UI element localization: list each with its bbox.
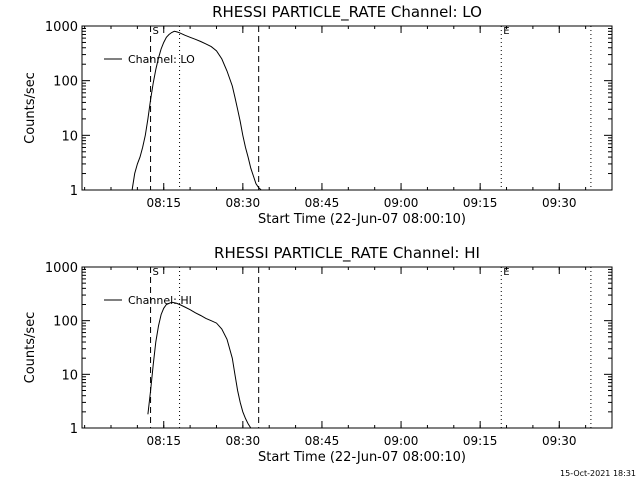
marker-label: E xyxy=(503,26,509,37)
x-axis-label: Start Time (22-Jun-07 08:00:10) xyxy=(258,212,466,227)
y-tick-label: 1 xyxy=(70,184,78,199)
x-tick-label: 08:15 xyxy=(146,196,181,210)
x-tick-label: 08:45 xyxy=(305,196,340,210)
legend-label: Channel: HI xyxy=(128,294,192,307)
series-line xyxy=(147,301,252,429)
x-tick-label: 09:15 xyxy=(463,196,498,210)
y-tick-label: 1000 xyxy=(45,20,78,35)
y-axis-label: Counts/sec xyxy=(23,312,38,384)
x-axis-label: Start Time (22-Jun-07 08:00:10) xyxy=(258,450,466,465)
plot-timestamp: 15-Oct-2021 18:31 xyxy=(560,469,636,478)
chart-panel-0: RHESSI PARTICLE_RATE Channel: LO 08:15 08:… xyxy=(23,3,613,227)
legend-label: Channel: LO xyxy=(128,53,195,66)
plot-frame xyxy=(81,25,613,191)
chart-panel-1: RHESSI PARTICLE_RATE Channel: HI 08:15 08:… xyxy=(23,244,613,465)
y-tick-label: 1000 xyxy=(45,261,78,276)
x-tick-label: 09:15 xyxy=(463,434,498,448)
marker-label: S xyxy=(153,26,159,37)
marker-label: S xyxy=(153,267,159,278)
y-tick-label: 100 xyxy=(53,315,78,330)
marker-label: E xyxy=(503,267,509,278)
y-axis-label: Counts/sec xyxy=(23,72,38,144)
x-tick-label: 08:30 xyxy=(226,434,261,448)
series-line xyxy=(131,30,262,191)
chart-title: RHESSI PARTICLE_RATE Channel: LO xyxy=(212,3,482,22)
x-tick-label: 09:00 xyxy=(384,196,419,210)
chart-title: RHESSI PARTICLE_RATE Channel: HI xyxy=(214,244,480,263)
y-tick-label: 1 xyxy=(70,422,78,437)
y-tick-label: 10 xyxy=(61,368,78,383)
plot-frame xyxy=(81,266,613,429)
x-tick-label: 08:15 xyxy=(146,434,181,448)
x-tick-label: 09:00 xyxy=(384,434,419,448)
y-tick-label: 10 xyxy=(61,129,78,144)
x-tick-label: 09:30 xyxy=(542,434,577,448)
x-tick-label: 08:30 xyxy=(226,196,261,210)
x-tick-label: 09:30 xyxy=(542,196,577,210)
y-tick-label: 100 xyxy=(53,75,78,90)
x-tick-label: 08:45 xyxy=(305,434,340,448)
